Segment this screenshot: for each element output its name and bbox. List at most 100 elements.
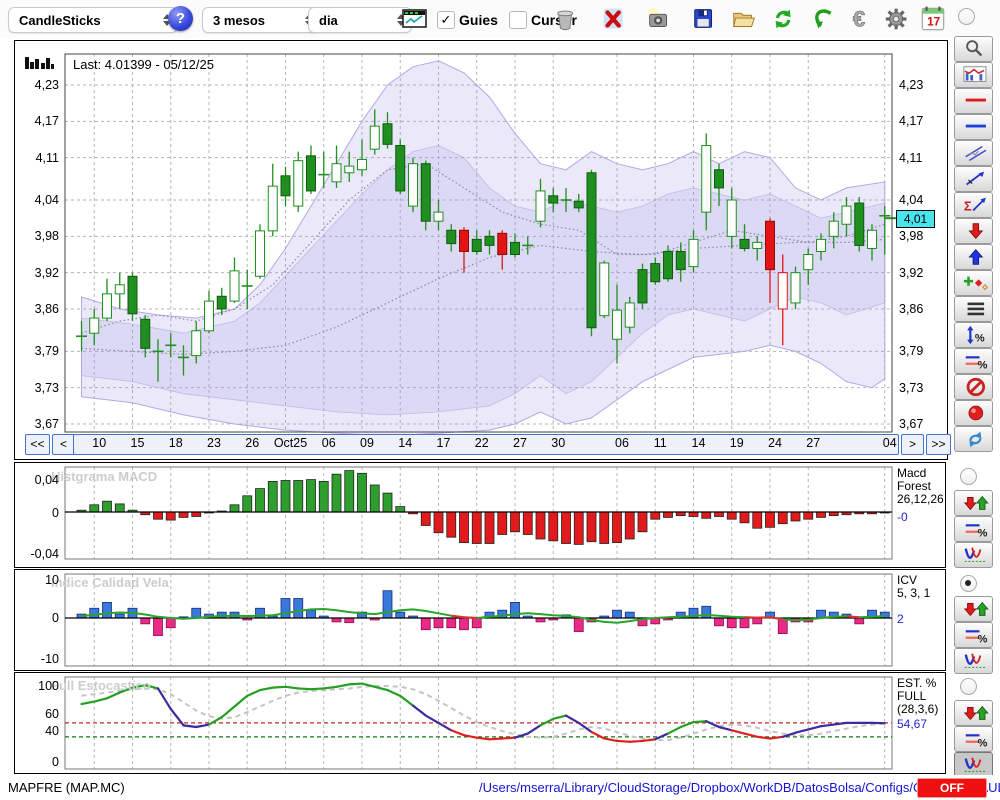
icv-watermark: Indice Calidad Vela — [51, 575, 169, 590]
add-marker-tool-button[interactable] — [954, 270, 993, 296]
hline-red-tool-button[interactable] — [954, 88, 993, 114]
icv-vcurve-button[interactable] — [954, 648, 993, 674]
guies-checkbox[interactable]: ✓ — [437, 11, 455, 29]
scroll-next-button[interactable]: > — [901, 434, 924, 455]
trendline-tool-button[interactable] — [954, 166, 993, 192]
interval-select[interactable]: dia — [308, 7, 412, 33]
lines-percent-tool-button[interactable]: % — [954, 348, 993, 374]
price-tick: 3,67 — [899, 417, 924, 431]
macd-select-radio[interactable] — [960, 468, 977, 485]
stochastic-lines-percent-button[interactable]: % — [954, 726, 993, 752]
scroll-prev-button[interactable]: < — [52, 434, 75, 455]
guies-label: Guies — [459, 12, 498, 28]
indicator-chart-tool-button[interactable] — [954, 62, 993, 88]
current-price-tag: 4,01 — [896, 210, 935, 229]
volume-mini-icon[interactable] — [25, 54, 55, 71]
main-chart-panel[interactable]: Last: 4.01399 - 05/12/25 4,23 4,23 4,17 4,1… — [14, 40, 951, 460]
delete-x-icon — [603, 8, 623, 29]
price-tick: 3,79 — [899, 344, 924, 359]
macd-value: -0 — [897, 510, 908, 524]
icv-select-radio[interactable] — [960, 575, 977, 592]
main-chart-radio[interactable] — [958, 8, 975, 25]
price-tick: 4,11 — [899, 150, 923, 165]
arrows-pair-icon — [963, 601, 989, 617]
stochastic-select-radio[interactable] — [960, 678, 977, 695]
price-tick: 4,17 — [34, 114, 59, 129]
date-tick: 26 — [245, 436, 260, 450]
macd-arrows-pair-button[interactable] — [954, 490, 993, 516]
date-tick: 09 — [360, 436, 374, 450]
sigma-trend-icon: Σ — [963, 197, 986, 214]
camera-button[interactable] — [645, 4, 677, 34]
magnifier-icon — [965, 40, 982, 57]
off-toggle-button[interactable]: OFF — [917, 778, 987, 798]
undo-icon — [815, 9, 832, 29]
macd-name-label: Macd — [897, 466, 927, 480]
svg-text:%: % — [977, 633, 987, 645]
macd-watermark: Histgrama MACD — [51, 469, 158, 484]
chart-type-select[interactable]: CandleSticks — [8, 7, 178, 33]
arrow-down-red-tool-button[interactable] — [954, 218, 993, 244]
config-path-label: /Users/mserra/Library/CloudStorage/Dropb… — [479, 780, 1000, 795]
date-tick: 15 — [130, 436, 145, 450]
stochastic-arrows-pair-button[interactable] — [954, 700, 993, 726]
date-tick: 17 — [436, 436, 451, 450]
vpercent-tool-button[interactable]: % — [954, 322, 993, 348]
trendline-icon — [965, 171, 984, 186]
stochastic-vcurve-button[interactable] — [954, 752, 993, 778]
svg-text:%: % — [977, 359, 987, 371]
delete-x-button[interactable] — [600, 4, 632, 34]
price-tick: 3,79 — [34, 344, 59, 359]
magnifier-tool-button[interactable] — [954, 36, 993, 62]
period-select[interactable]: 3 mesos — [202, 7, 320, 33]
price-tick: 3,92 — [34, 265, 59, 280]
refresh-blue-tool-button[interactable] — [954, 426, 993, 452]
scroll-first-button[interactable]: << — [25, 434, 50, 455]
chart-window-button[interactable] — [402, 9, 428, 29]
arrow-up-blue-tool-button[interactable] — [954, 244, 993, 270]
sigma-trend-tool-button[interactable]: Σ — [954, 192, 993, 218]
lines-percent-icon: % — [965, 734, 987, 749]
chart-type-value: CandleSticks — [19, 12, 101, 28]
help-button[interactable]: ? — [168, 6, 193, 31]
stoch-tick: 0 — [52, 755, 59, 769]
scroll-last-button[interactable]: >> — [926, 434, 951, 455]
record-tool-button[interactable] — [954, 400, 993, 426]
date-tick: 10 — [92, 436, 107, 450]
icv-panel[interactable]: Indice Calidad Vela 10 0 -10 ICV 5, 3, 1… — [14, 569, 946, 671]
main-toolbar: CandleSticks ? 3 mesos dia ✓ Guies Curso… — [0, 0, 1000, 38]
trash-button[interactable] — [552, 4, 584, 34]
price-tick: 4,11 — [35, 150, 59, 165]
hline-blue-tool-button[interactable] — [954, 114, 993, 140]
forbidden-tool-button[interactable] — [954, 374, 993, 400]
date-axis-strip[interactable]: 10 15 18 23 26 Oct25 06 09 14 17 22 27 30 06 11 14 19 24 2… — [73, 434, 899, 455]
lines-percent-icon: % — [965, 356, 987, 371]
channel-tool-button[interactable] — [954, 140, 993, 166]
open-folder-button[interactable] — [730, 4, 762, 34]
macd-vcurve-button[interactable] — [954, 542, 993, 568]
euro-button[interactable]: € — [848, 4, 880, 34]
undo-button[interactable] — [810, 4, 842, 34]
stoch-name-label: FULL — [897, 689, 927, 703]
macd-lines-percent-button[interactable]: % — [954, 516, 993, 542]
macd-tick: -0,04 — [30, 547, 60, 561]
macd-panel[interactable]: Histgrama MACD 0,04 0 -0,04 Macd Forest … — [14, 462, 946, 568]
svg-text:17: 17 — [927, 15, 941, 28]
arrows-pair-icon — [963, 705, 989, 721]
save-button[interactable] — [690, 4, 722, 34]
settings-gear-icon — [885, 8, 907, 30]
icv-lines-percent-button[interactable]: % — [954, 622, 993, 648]
refresh-button[interactable] — [770, 4, 802, 34]
stochastic-panel[interactable]: Full Estocastico 100 60 40 0 EST. % FULL… — [14, 672, 946, 774]
levels-tool-button[interactable] — [954, 296, 993, 322]
stoch-tick: 40 — [45, 724, 59, 738]
calendar-button[interactable]: 17 — [918, 4, 950, 34]
price-tick: 3,98 — [899, 229, 924, 244]
settings-gear-button[interactable] — [883, 4, 915, 34]
arrow-up-blue-icon — [967, 248, 983, 265]
icv-arrows-pair-button[interactable] — [954, 596, 993, 622]
open-folder-icon — [733, 12, 756, 27]
check-icon: ✓ — [440, 12, 452, 27]
cursor-checkbox[interactable] — [509, 11, 527, 29]
